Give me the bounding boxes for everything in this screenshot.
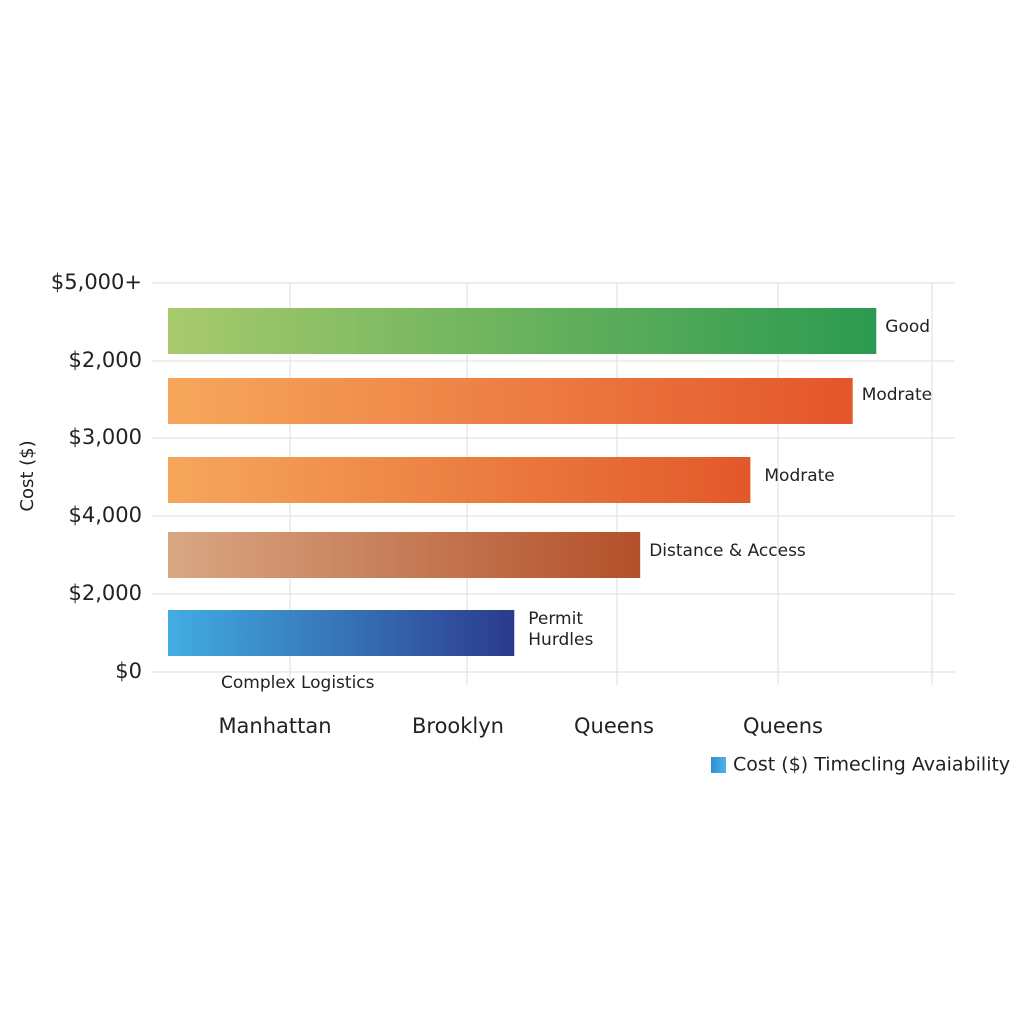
bar xyxy=(168,457,751,503)
y-tick-label: $5,000+ xyxy=(51,270,142,294)
annotation: Complex Logistics xyxy=(221,673,375,693)
y-tick-label: $2,000 xyxy=(69,348,142,372)
bar-label: Permit Hurdles xyxy=(528,609,594,650)
bar xyxy=(168,378,853,424)
bar xyxy=(168,532,641,578)
y-tick-label: $3,000 xyxy=(69,425,142,449)
bar-label: Modrate xyxy=(764,466,834,486)
bar-label-box: Permit Hurdles xyxy=(528,609,594,650)
bar-label: Good xyxy=(885,317,930,337)
y-tick-label: $4,000 xyxy=(69,503,142,527)
y-tick-label: $2,000 xyxy=(69,581,142,605)
bar-label: Distance & Access xyxy=(649,541,806,561)
bar-label: Modrate xyxy=(862,385,932,405)
x-tick-label: Queens xyxy=(743,714,823,738)
y-axis-title: Cost ($) xyxy=(17,440,38,511)
legend-swatch xyxy=(711,757,726,773)
legend-label: Cost ($) Timecling Avaiability xyxy=(733,754,1010,776)
x-tick-label: Queens xyxy=(574,714,654,738)
x-tick-label: Manhattan xyxy=(218,714,331,738)
y-tick-label: $0 xyxy=(115,659,142,683)
bar xyxy=(168,308,877,354)
x-tick-label: Brooklyn xyxy=(412,714,504,738)
bar xyxy=(168,610,515,656)
